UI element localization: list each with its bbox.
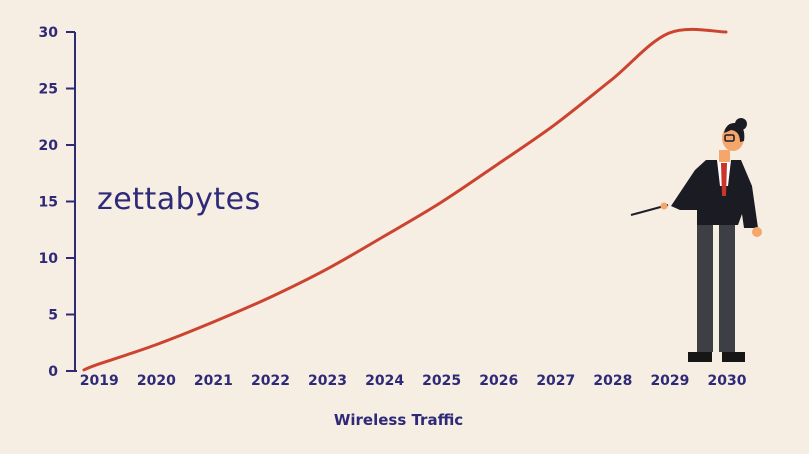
x-tick-label: 2023: [308, 373, 347, 389]
y-tick-label: 15: [39, 195, 58, 211]
x-tick-label: 2026: [479, 373, 518, 389]
x-tick-label: 2025: [422, 373, 461, 389]
x-tick-label: 2019: [80, 373, 119, 389]
x-tick-label: 2020: [137, 373, 176, 389]
y-tick-label: 5: [48, 308, 58, 324]
x-tick-label: 2028: [593, 373, 632, 389]
x-tick-label: 2027: [536, 373, 575, 389]
tie: [721, 163, 727, 196]
unit-label: zettabytes: [97, 182, 261, 217]
series: [82, 27, 728, 372]
hair-bun: [735, 118, 747, 130]
right-shoe: [722, 352, 745, 362]
glasses: [724, 134, 735, 142]
right-hand: [752, 227, 762, 237]
series-line: [82, 27, 728, 372]
x-axis-title-text: Wireless Traffic: [333, 411, 464, 429]
x-axis-title: Wireless Traffic: [0, 411, 809, 429]
presenter-with-pointer-icon: [630, 118, 762, 362]
x-tick-label: 2030: [708, 373, 747, 389]
hand: [660, 202, 668, 210]
y-tick-label: 25: [39, 82, 58, 98]
x-tick-label: 2021: [194, 373, 233, 389]
right-leg: [719, 218, 735, 352]
left-shoe: [688, 352, 712, 362]
jacket: [671, 160, 758, 228]
x-tick-label: 2024: [365, 373, 404, 389]
x-tick-label: 2022: [251, 373, 290, 389]
y-tick-label: 0: [48, 364, 58, 380]
y-tick-label: 30: [39, 25, 59, 41]
neck: [719, 150, 730, 162]
left-leg: [697, 218, 713, 352]
y-tick-label: 20: [39, 138, 59, 154]
x-tick-label: 2029: [650, 373, 689, 389]
y-tick-label: 10: [39, 251, 59, 267]
